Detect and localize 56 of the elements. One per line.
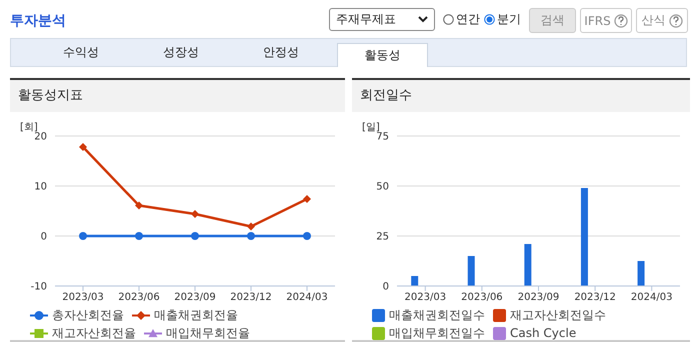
x-tick-label: 2024/03	[630, 292, 672, 304]
x-tick-label: 2023/12	[574, 292, 616, 304]
text: IFRS	[580, 8, 632, 33]
x-tick-label: 2023/03	[404, 292, 446, 304]
text: 활동성	[337, 43, 428, 67]
point	[191, 210, 199, 218]
legend-label: 재고자산회전일수	[509, 306, 606, 324]
y-tick-label: 10	[34, 182, 47, 193]
x-tick-label: 2023/06	[461, 292, 503, 304]
point	[303, 232, 311, 240]
y-tick-label: 20	[34, 132, 47, 143]
text: 안정성	[262, 44, 300, 61]
x-tick-label: 2023/12	[230, 292, 272, 304]
point	[303, 195, 311, 203]
y-tick-label: 0	[382, 282, 389, 293]
legend-label: 매입채무회전율	[165, 324, 250, 342]
point	[135, 232, 143, 240]
text: 분기	[497, 11, 521, 28]
legend-label: 재고자산회전율	[51, 324, 136, 342]
y-tick-label: 75	[376, 132, 389, 143]
legend-label: 총자산회전율	[51, 306, 124, 324]
point	[79, 232, 87, 240]
point	[247, 232, 255, 240]
legend-label: 매입채무회전일수	[388, 324, 485, 342]
bar	[638, 261, 645, 286]
text: 산식	[636, 8, 688, 33]
legend-label: Cash Cycle	[509, 325, 576, 342]
y-axis-title: [회]	[20, 121, 38, 133]
point	[247, 222, 255, 230]
x-tick-label: 2023/06	[118, 292, 160, 304]
legend-label: 매출채권회전율	[153, 306, 238, 324]
text: 수익성	[62, 44, 100, 61]
bar	[524, 244, 532, 286]
text: 주재무제표	[336, 11, 396, 28]
bar	[580, 188, 588, 286]
point	[191, 232, 199, 240]
y-tick-label: 25	[376, 232, 389, 243]
text: 투자분석	[10, 12, 66, 30]
legend-label: 매출채권회전일수	[388, 306, 485, 324]
y-axis-title: [일]	[362, 121, 380, 133]
text: 검색	[529, 8, 576, 33]
chart-title: 활동성지표	[10, 80, 345, 112]
chart-title: 회전일수	[352, 80, 690, 112]
text: 성장성	[162, 44, 200, 61]
text: 연간	[456, 11, 480, 28]
point	[79, 143, 87, 151]
x-tick-label: 2023/03	[62, 292, 104, 304]
bar	[468, 256, 475, 286]
y-tick-label: -10	[30, 282, 47, 293]
x-tick-label: 2024/03	[286, 292, 328, 304]
x-tick-label: 2023/09	[174, 292, 216, 304]
x-tick-label: 2023/09	[518, 292, 560, 304]
y-tick-label: 0	[40, 232, 47, 243]
y-tick-label: 50	[376, 182, 389, 193]
point	[135, 202, 143, 210]
bar	[411, 276, 418, 286]
